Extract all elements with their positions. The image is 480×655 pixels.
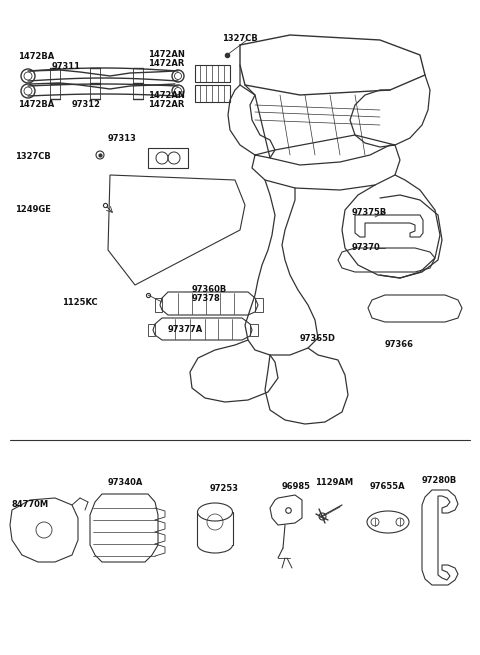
Text: 1129AM: 1129AM [315,478,353,487]
Text: 96985: 96985 [282,482,311,491]
Text: 97375B: 97375B [352,208,387,217]
Text: 97366: 97366 [385,340,414,349]
Text: 1472BA: 1472BA [18,100,54,109]
Text: 84770M: 84770M [12,500,49,509]
Text: 97280B: 97280B [422,476,457,485]
Text: 1472BA: 1472BA [18,52,54,61]
Text: 97312: 97312 [72,100,101,109]
Text: 1327CB: 1327CB [222,34,258,43]
Text: 97313: 97313 [108,134,137,143]
Text: 97311: 97311 [52,62,81,71]
Text: 1472AN: 1472AN [148,91,185,100]
Text: 97340A: 97340A [108,478,144,487]
Text: 1249GE: 1249GE [15,205,51,214]
Text: 1472AR: 1472AR [148,100,184,109]
Text: 1472AN: 1472AN [148,50,185,59]
Text: 97655A: 97655A [370,482,406,491]
Text: 97360B: 97360B [192,285,227,294]
Text: 97377A: 97377A [168,325,203,334]
Text: 1125KC: 1125KC [62,298,97,307]
Text: 97253: 97253 [210,484,239,493]
Text: 1327CB: 1327CB [15,152,51,161]
Text: 97365D: 97365D [300,334,336,343]
Text: 1472AR: 1472AR [148,59,184,68]
Text: 97378: 97378 [192,294,221,303]
Text: 97370: 97370 [352,243,381,252]
